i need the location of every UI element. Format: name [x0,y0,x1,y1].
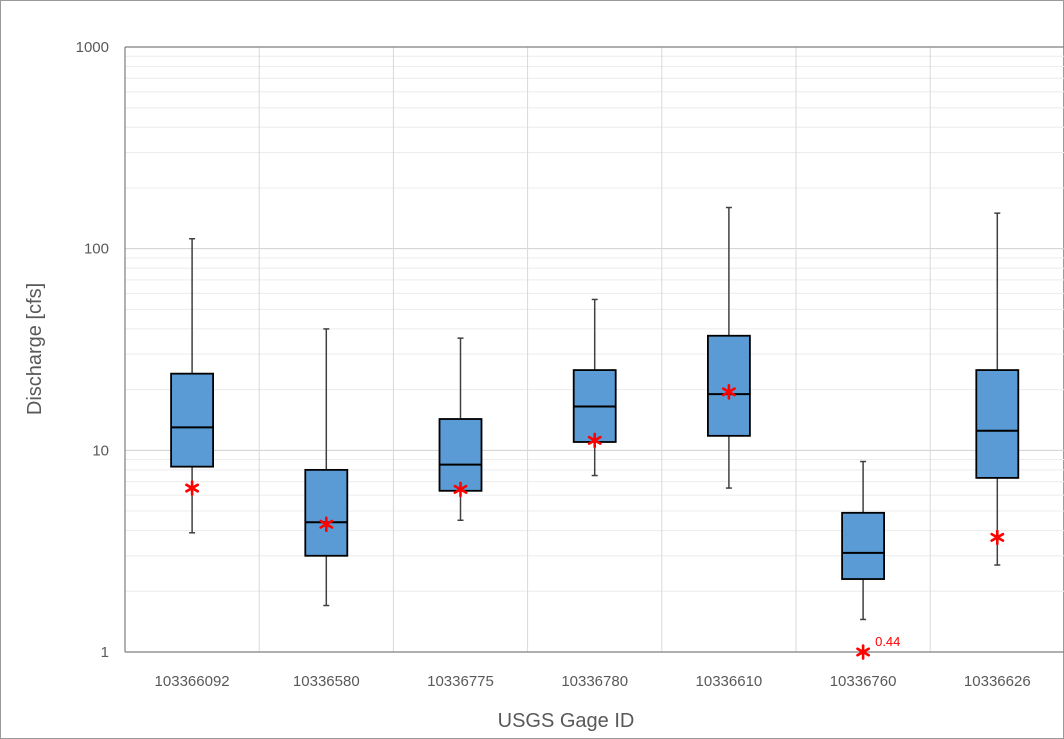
box-iqr [170,372,215,468]
box-iqr [304,468,349,557]
mean-marker [587,432,602,449]
marker-annotation: 0.44 [875,634,900,649]
x-tick-label: 10336610 [696,673,763,690]
marker-stroke [856,647,871,657]
mean-marker [856,644,871,660]
marker-layer: 0.44 [185,384,1005,660]
x-tick-label: 10336780 [561,673,628,690]
marker-stroke [990,532,1005,542]
marker-stroke [319,519,334,529]
mean-marker [319,516,334,533]
y-tick-label: 1 [101,644,109,661]
x-tick-label: 10336760 [830,673,897,690]
mean-marker [990,529,1005,546]
x-tick-label: 10336775 [427,673,494,690]
y-tick-label: 1000 [76,39,109,56]
x-tick-label: 103366092 [155,673,230,690]
box-layer [170,206,1020,621]
y-tick-label: 100 [84,241,109,258]
x-tick-label: 10336580 [293,673,360,690]
box-iqr [975,369,1020,479]
marker-stroke [185,483,200,493]
axis-layer: 1 10 100 1000 103366092 10336580 10336775 10336… [76,39,1064,690]
marker-stroke [587,435,602,445]
box-iqr [841,511,885,580]
x-axis-title: USGS Gage ID [498,710,635,732]
marker-stroke [721,387,736,397]
box-iqr [438,418,483,492]
x-tick-label: 10336626 [964,673,1031,690]
y-axis-title: Discharge [cfs] [24,283,46,415]
y-tick-label: 10 [92,442,109,459]
mean-marker [185,480,200,496]
marker-stroke [453,484,468,494]
mean-marker [721,384,736,400]
mean-marker [453,481,468,498]
